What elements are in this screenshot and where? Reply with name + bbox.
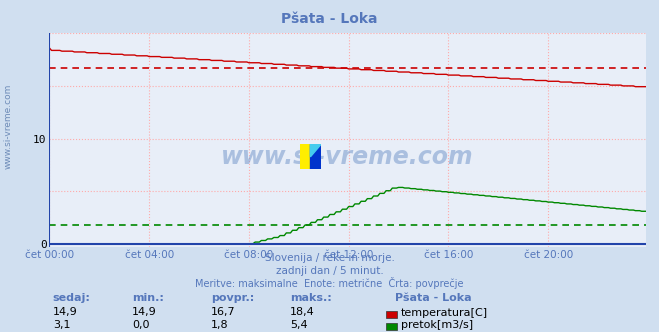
Text: 16,7: 16,7	[211, 307, 235, 317]
Text: 18,4: 18,4	[290, 307, 315, 317]
Text: 5,4: 5,4	[290, 320, 308, 330]
Text: zadnji dan / 5 minut.: zadnji dan / 5 minut.	[275, 266, 384, 276]
Text: sedaj:: sedaj:	[53, 293, 90, 303]
Text: maks.:: maks.:	[290, 293, 331, 303]
Text: 1,8: 1,8	[211, 320, 229, 330]
Text: Pšata - Loka: Pšata - Loka	[395, 293, 472, 303]
Text: Slovenija / reke in morje.: Slovenija / reke in morje.	[264, 253, 395, 263]
Text: 14,9: 14,9	[132, 307, 157, 317]
Text: 0,0: 0,0	[132, 320, 150, 330]
Text: povpr.:: povpr.:	[211, 293, 254, 303]
Polygon shape	[300, 144, 310, 169]
Polygon shape	[310, 144, 321, 169]
Text: Pšata - Loka: Pšata - Loka	[281, 12, 378, 26]
Text: temperatura[C]: temperatura[C]	[401, 308, 488, 318]
Text: Meritve: maksimalne  Enote: metrične  Črta: povprečje: Meritve: maksimalne Enote: metrične Črta…	[195, 277, 464, 289]
Text: 14,9: 14,9	[53, 307, 78, 317]
Polygon shape	[310, 144, 321, 157]
Text: pretok[m3/s]: pretok[m3/s]	[401, 320, 473, 330]
Text: min.:: min.:	[132, 293, 163, 303]
Text: www.si-vreme.com: www.si-vreme.com	[221, 145, 474, 169]
Text: www.si-vreme.com: www.si-vreme.com	[3, 83, 13, 169]
Text: 3,1: 3,1	[53, 320, 71, 330]
